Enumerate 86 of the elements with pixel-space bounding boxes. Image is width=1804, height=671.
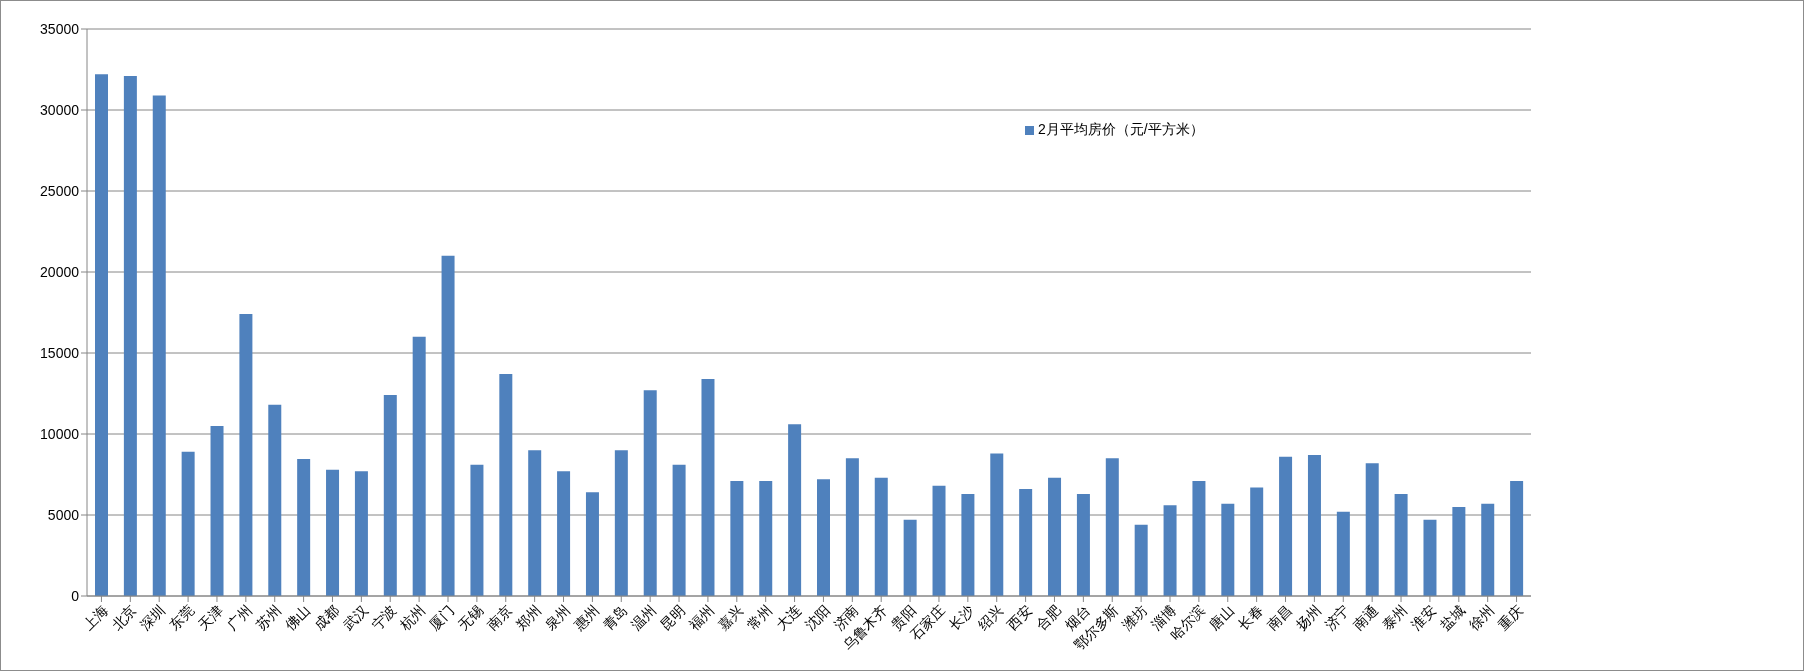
bar: [759, 480, 773, 596]
bar: [210, 425, 224, 596]
bar: [557, 471, 571, 596]
x-tick-label: 深圳: [137, 601, 169, 633]
x-tick-label: 重庆: [1494, 601, 1526, 633]
x-tick-label: 常州: [743, 601, 775, 633]
bar: [701, 378, 715, 596]
x-tick-label: 大连: [772, 601, 804, 633]
bar: [1076, 493, 1090, 596]
x-tick-label: 合肥: [1032, 601, 1064, 633]
bar: [268, 404, 282, 596]
bar: [528, 450, 542, 596]
bar: [1452, 506, 1466, 596]
bar: [1163, 505, 1177, 596]
x-tick-label: 青岛: [599, 601, 631, 633]
x-tick-label: 北京: [108, 601, 140, 633]
bar: [441, 255, 455, 596]
bar: [1048, 477, 1062, 596]
y-tick-label: 10000: [40, 425, 80, 442]
x-tick-label: 徐州: [1465, 601, 1497, 633]
bar: [326, 469, 340, 596]
x-tick-label: 南昌: [1263, 601, 1295, 633]
bar: [181, 451, 195, 596]
bar: [297, 459, 311, 596]
bar: [1105, 458, 1119, 596]
x-tick-label: 唐山: [1205, 601, 1237, 633]
bar: [383, 395, 397, 596]
bar: [1307, 455, 1321, 596]
bar: [874, 477, 888, 596]
x-tick-label: 武汉: [339, 601, 371, 633]
x-tick-label: 西安: [1003, 601, 1035, 633]
x-tick-label: 郑州: [512, 601, 544, 633]
x-tick-label: 泰州: [1379, 601, 1411, 633]
bar: [990, 453, 1004, 596]
bar: [672, 464, 686, 596]
bar: [95, 74, 108, 596]
bar: [730, 480, 744, 596]
x-tick-label: 温州: [628, 601, 660, 633]
bar: [239, 314, 253, 596]
bar: [1192, 480, 1206, 596]
bar: [1481, 503, 1495, 596]
bar: [1365, 463, 1379, 596]
bar: [788, 424, 802, 596]
x-tick-label: 佛山: [281, 601, 313, 633]
bar: [614, 450, 628, 596]
bar: [817, 479, 830, 596]
bar: [1394, 493, 1408, 596]
bar: [903, 519, 917, 596]
bar: [123, 75, 137, 596]
y-tick-label: 35000: [40, 20, 80, 37]
x-tick-label: 济宁: [1321, 601, 1353, 633]
bar: [412, 336, 426, 596]
x-tick-label: 成都: [310, 601, 342, 633]
bar: [961, 493, 975, 596]
y-tick-label: 25000: [40, 182, 80, 199]
legend-label: 2月平均房价（元/平方米）: [1038, 121, 1204, 137]
bar: [643, 390, 657, 596]
x-tick-label: 上海: [79, 601, 111, 633]
x-tick-label: 南通: [1350, 601, 1382, 633]
x-tick-label: 长春: [1234, 601, 1266, 633]
x-tick-label: 潍坊: [1119, 601, 1151, 633]
bar: [499, 374, 513, 596]
x-tick-label: 泉州: [541, 601, 573, 633]
bar: [1250, 487, 1264, 596]
y-tick-label: 5000: [47, 506, 80, 523]
bar: [585, 492, 599, 596]
y-tick-label: 0: [71, 587, 80, 604]
bar: [152, 95, 166, 596]
bar: [1336, 511, 1350, 596]
bar: [932, 485, 946, 596]
x-tick-label: 东莞: [166, 601, 198, 633]
bar: [1019, 489, 1033, 596]
y-tick-label: 20000: [40, 263, 80, 280]
bar: [1510, 480, 1524, 596]
x-tick-label: 昆明: [657, 601, 689, 633]
y-tick-label: 30000: [40, 101, 80, 118]
bar: [354, 471, 368, 596]
bar: [1279, 456, 1293, 596]
bar: [845, 458, 859, 596]
bar: [470, 464, 484, 596]
bar: [1221, 503, 1235, 596]
bar: [1423, 519, 1437, 596]
x-tick-label: 沈阳: [801, 601, 833, 633]
bar: [1134, 524, 1148, 596]
y-tick-label: 15000: [40, 344, 80, 361]
x-tick-label: 扬州: [1292, 601, 1324, 633]
